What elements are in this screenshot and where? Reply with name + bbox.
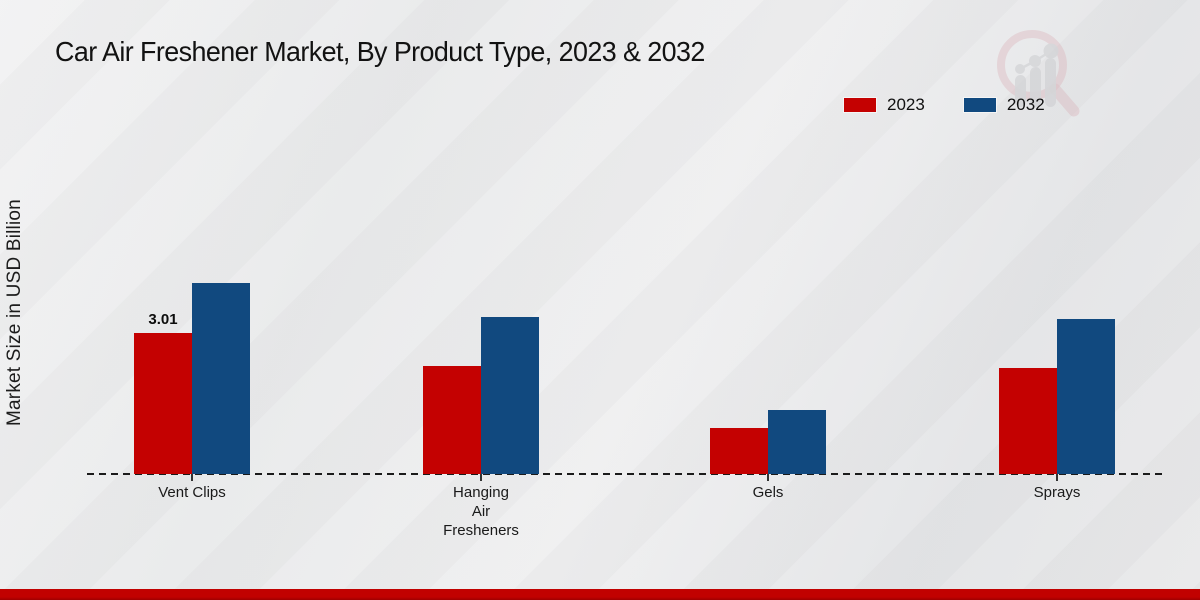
bar-2032-hanging-air-fresheners	[481, 317, 539, 474]
category-label-hanging-air-fresheners: Hanging Air Fresheners	[443, 484, 519, 539]
legend-swatch-2023	[843, 97, 877, 113]
bar-2032-sprays	[1057, 319, 1115, 474]
bar-2023-hanging-air-fresheners	[423, 366, 481, 474]
bar-2023-gels	[710, 428, 768, 474]
legend-label-2023: 2023	[887, 95, 925, 114]
legend-swatch-2032	[962, 97, 997, 113]
legend-item-2032: 2032	[962, 95, 1045, 115]
bar-2032-gels	[768, 410, 826, 474]
category-label-vent-clips: Vent Clips	[158, 484, 226, 501]
bar-2023-sprays	[999, 368, 1057, 474]
x-axis-line	[87, 473, 1165, 475]
mrfr-logo-watermark	[997, 30, 1080, 117]
legend-item-2023: 2023	[843, 95, 925, 115]
chart-title: Car Air Freshener Market, By Product Typ…	[55, 36, 705, 67]
bar-2023-vent-clips	[134, 333, 192, 474]
x-axis-tick	[480, 474, 482, 481]
legend: 2023 2032	[843, 95, 1045, 115]
footer-red-bar	[0, 589, 1200, 600]
bar-2032-vent-clips	[192, 283, 250, 474]
x-axis-tick	[767, 474, 769, 481]
category-label-gels: Gels	[752, 484, 784, 501]
x-axis-tick	[1056, 474, 1058, 481]
category-label-sprays: Sprays	[1033, 484, 1081, 501]
bar-growth-icon	[1015, 43, 1059, 107]
x-axis-tick	[191, 474, 193, 481]
legend-label-2032: 2032	[1006, 95, 1045, 114]
data-label-2023-vent-clips: 3.01	[148, 311, 178, 328]
